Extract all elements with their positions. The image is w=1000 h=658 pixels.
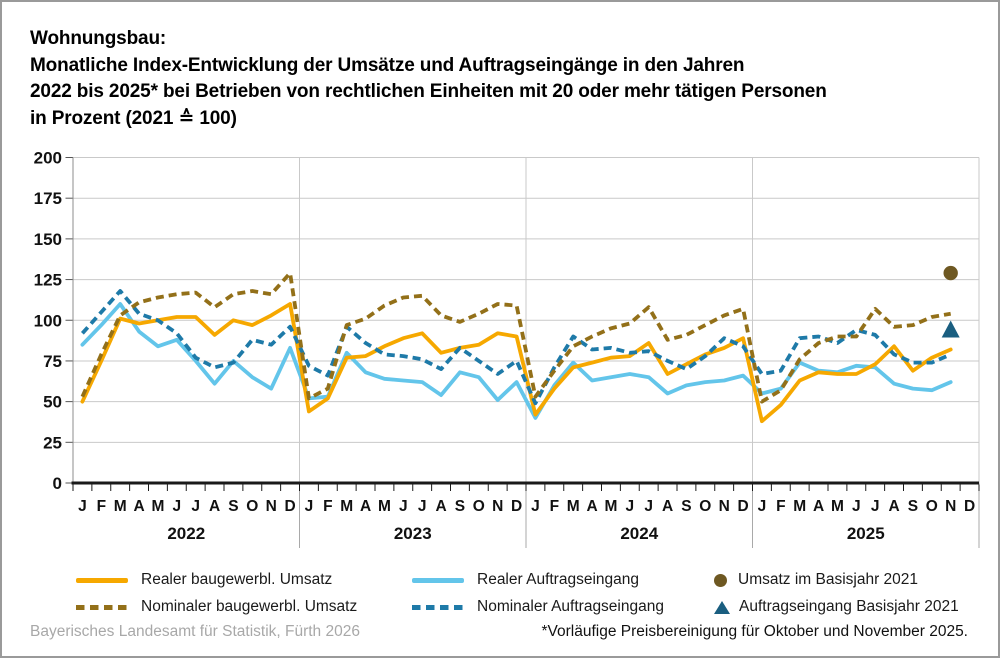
legend-item: Nominaler baugewerbl. Umsatz: [76, 597, 357, 617]
month-label: F: [323, 498, 332, 515]
month-label: F: [550, 498, 559, 515]
auftragseingang-basisjahr-marker: [941, 320, 960, 338]
month-label: F: [776, 498, 785, 515]
month-label: A: [360, 498, 371, 515]
legend-item: Umsatz im Basisjahr 2021: [714, 570, 918, 590]
month-label: N: [266, 498, 277, 515]
month-label: A: [133, 498, 144, 515]
legend-triangle-icon: [714, 600, 730, 614]
month-label: J: [871, 498, 880, 515]
legend-solid-line-swatch: [412, 577, 464, 583]
y-tick-label: 50: [43, 393, 62, 412]
month-label: S: [908, 498, 918, 515]
month-label: N: [719, 498, 730, 515]
month-label: M: [831, 498, 844, 515]
series-line-1: [80, 302, 953, 424]
month-label: O: [473, 498, 485, 515]
legend-item-label: Nominaler Auftragseingang: [477, 598, 664, 615]
legend-item-label: Auftragseingang Basisjahr 2021: [739, 598, 959, 615]
month-label: J: [173, 498, 182, 515]
chart-title: Wohnungsbau: Monatliche Index-Entwicklun…: [30, 26, 827, 132]
legend-item: Auftragseingang Basisjahr 2021: [714, 597, 959, 617]
year-label: 2023: [394, 524, 432, 543]
month-label: O: [926, 498, 938, 515]
month-label: S: [455, 498, 465, 515]
month-label: A: [435, 498, 446, 515]
month-label: J: [78, 498, 87, 515]
month-label: J: [758, 498, 767, 515]
month-label: A: [888, 498, 899, 515]
series-line-3: [80, 302, 953, 420]
month-label: J: [399, 498, 408, 515]
month-label: J: [418, 498, 427, 515]
month-label: D: [964, 498, 975, 515]
legend-item: Nominaler Auftragseingang: [412, 597, 664, 617]
month-label: A: [662, 498, 673, 515]
title-line-2: Monatliche Index-Entwicklung der Umsätze…: [30, 54, 745, 76]
source-attribution: Bayerisches Landesamt für Statistik, Für…: [30, 623, 360, 640]
month-label: J: [644, 498, 653, 515]
legend-item-label: Umsatz im Basisjahr 2021: [738, 571, 919, 588]
y-tick-label: 0: [53, 474, 62, 493]
month-label: J: [191, 498, 200, 515]
title-line-3: 2022 bis 2025* bei Betrieben von rechtli…: [30, 81, 827, 102]
month-label: O: [246, 498, 258, 515]
month-label: J: [626, 498, 635, 515]
month-label: J: [305, 498, 314, 515]
legend-item-label: Realer Auftragseingang: [477, 571, 640, 588]
month-label: F: [97, 498, 106, 515]
month-label: A: [586, 498, 597, 515]
y-tick-label: 125: [34, 271, 62, 290]
legend-item-label: Realer baugewerbl. Umsatz: [141, 571, 333, 588]
month-label: A: [813, 498, 824, 515]
month-label: N: [945, 498, 956, 515]
month-label: N: [492, 498, 503, 515]
y-tick-label: 175: [34, 189, 62, 208]
month-label: M: [567, 498, 580, 515]
month-label: J: [531, 498, 540, 515]
legend-item: Realer baugewerbl. Umsatz: [76, 570, 332, 590]
title-line-4: in Prozent (2021 ≙ 100): [30, 107, 237, 129]
month-label: D: [511, 498, 522, 515]
y-tick-label: 150: [34, 230, 62, 249]
y-tick-label: 75: [43, 352, 62, 371]
year-label: 2022: [167, 524, 205, 543]
y-tick-label: 100: [34, 311, 62, 330]
legend-item: Realer Auftragseingang: [412, 570, 639, 590]
chart-legend: Realer baugewerbl. Umsatz Nominaler bauge…: [2, 564, 998, 622]
month-label: D: [737, 498, 748, 515]
month-label: M: [340, 498, 353, 515]
title-line-1: Wohnungsbau:: [30, 28, 167, 49]
month-label: O: [699, 498, 711, 515]
month-label: M: [151, 498, 164, 515]
legend-solid-line-swatch: [76, 577, 128, 583]
month-label: J: [852, 498, 861, 515]
y-tick-label: 25: [43, 433, 62, 452]
legend-dashed-line-swatch: [412, 604, 464, 610]
month-label: M: [604, 498, 617, 515]
month-label: A: [209, 498, 220, 515]
month-label: S: [681, 498, 691, 515]
year-label: 2025: [847, 524, 885, 543]
legend-dot-icon: [714, 573, 727, 587]
series-line-2: [80, 271, 952, 404]
month-label: D: [284, 498, 295, 515]
footnote: *Vorläufige Preisbereinigung für Oktober…: [541, 623, 968, 640]
month-label: M: [378, 498, 391, 515]
y-tick-label: 200: [34, 149, 62, 168]
legend-dashed-line-swatch: [76, 604, 128, 610]
month-label: M: [114, 498, 127, 515]
series-line-4: [80, 289, 952, 406]
year-label: 2024: [620, 524, 658, 543]
umsatz-basisjahr-marker: [943, 265, 958, 281]
month-label: M: [793, 498, 806, 515]
legend-item-label: Nominaler baugewerbl. Umsatz: [141, 598, 358, 615]
month-label: S: [228, 498, 238, 515]
